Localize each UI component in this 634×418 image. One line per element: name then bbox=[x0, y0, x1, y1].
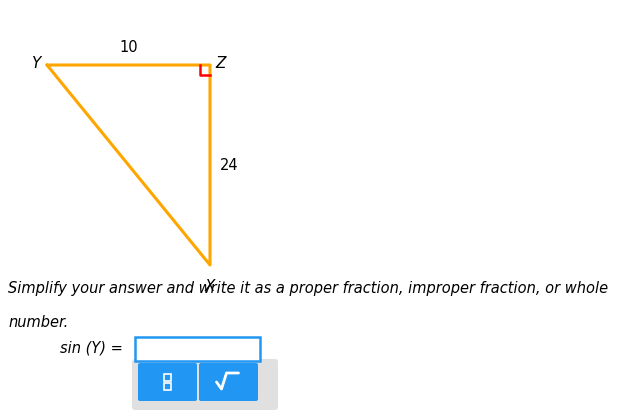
FancyBboxPatch shape bbox=[199, 363, 258, 401]
Bar bbox=[135, 337, 260, 361]
Text: Z: Z bbox=[215, 56, 226, 71]
Bar bbox=[164, 383, 171, 390]
Text: Simplify your answer and write it as a proper fraction, improper fraction, or wh: Simplify your answer and write it as a p… bbox=[8, 281, 608, 296]
Text: 10: 10 bbox=[119, 40, 138, 55]
Text: X: X bbox=[205, 279, 216, 294]
Text: sin (Y) =: sin (Y) = bbox=[60, 341, 123, 355]
Text: number.: number. bbox=[8, 315, 68, 330]
Text: Y: Y bbox=[30, 56, 40, 71]
Bar bbox=[164, 374, 171, 381]
Text: 24: 24 bbox=[220, 158, 238, 173]
FancyBboxPatch shape bbox=[138, 363, 197, 401]
FancyBboxPatch shape bbox=[132, 359, 278, 410]
